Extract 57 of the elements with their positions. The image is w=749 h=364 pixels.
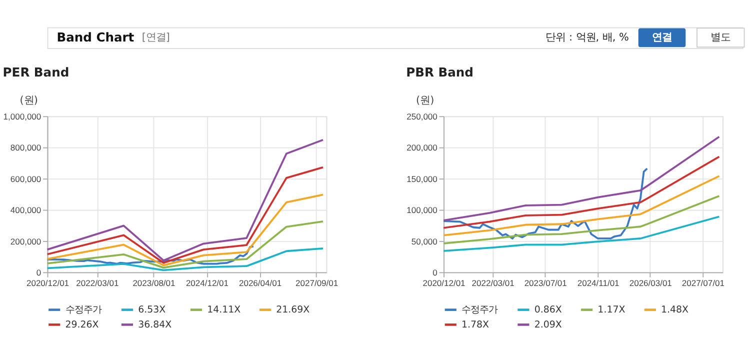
y-tick-label: 0 [432,268,438,278]
line-series [442,136,720,222]
y-tick-label: 200,000 [406,142,438,153]
x-tick-label: 2022/03/01 [76,278,119,288]
x-tick-label: 2020/12/01 [422,278,466,288]
line-series [442,216,720,252]
line-series [442,175,720,236]
legend-label: 2.09X [534,320,562,331]
legend-label: 0.86X [534,304,562,316]
y-tick-label: 400,000 [10,205,42,216]
x-tick-label: 2024/11/01 [577,278,620,288]
x-tick-label: 2023/07/01 [524,278,568,288]
y-tick-label: 200,000 [10,236,42,246]
y-tick-label: 150,000 [406,174,438,184]
line-series [46,245,254,265]
text: 단위 : 억원, 배, % [546,31,630,44]
line-series [46,166,324,264]
text: 연결 [652,31,672,44]
legend-label: 1.78X [462,320,490,331]
legend-label: 수정주가 [65,304,102,316]
legend-label: 수정주가 [462,304,498,316]
legend-label: 21.69X [276,304,310,316]
chart-title: PER Band [2,65,70,80]
y-axis-title: (원) [416,94,434,106]
line-series [442,156,720,229]
y-axis-title: (원) [20,94,38,106]
x-tick-label: 2024/12/01 [186,278,229,288]
x-tick-label: 2020/12/01 [26,278,70,288]
y-tick-label: 1,000,000 [3,111,42,122]
legend-label: 6.53X [138,304,166,316]
y-tick-label: 50,000 [411,236,438,246]
x-tick-label: 2027/09/01 [296,278,338,288]
legend-label: 29.26X [65,320,100,331]
line-series [442,195,720,244]
x-tick-label: 2026/04/01 [238,278,282,288]
y-tick-label: 800,000 [10,142,42,153]
x-tick-label: 2026/03/01 [629,278,672,288]
legend-label: 36.84X [138,320,172,331]
line-series [442,168,648,240]
line-series [46,194,324,266]
text: [연결] [142,31,170,44]
x-tick-label: 2027/07/01 [682,278,725,288]
legend-label: 14.11X [207,304,242,316]
x-tick-label: 2022/03/01 [472,278,515,288]
x-tick-label: 2023/08/01 [132,278,176,288]
line-series [46,138,324,262]
y-tick-label: 100,000 [406,205,438,216]
legend-label: 1.17X [598,304,626,316]
chart-title: PBR Band [406,65,474,80]
y-tick-label: 600,000 [10,174,42,184]
line-series [46,248,324,272]
line-series [46,220,324,269]
y-tick-label: 0 [36,268,42,278]
y-tick-label: 250,000 [406,111,438,122]
legend-label: 1.48X [661,304,690,316]
text: Band Chart [56,30,134,44]
text: 별도 [710,31,731,44]
